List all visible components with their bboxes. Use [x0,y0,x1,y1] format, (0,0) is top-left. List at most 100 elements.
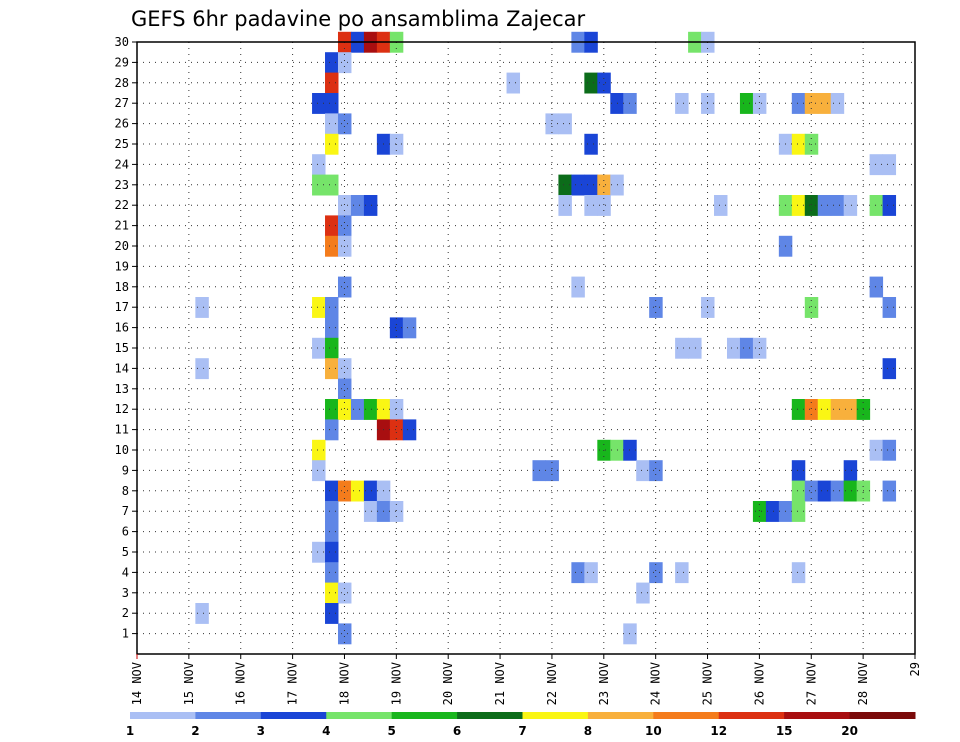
heatmap-cell [325,541,339,563]
heatmap-cell [597,72,611,94]
heatmap-cell [752,501,767,522]
heatmap-cell [402,317,417,339]
colorbar-segment [587,712,654,719]
heatmap-cell [584,562,598,584]
heatmap-cell [882,358,897,380]
colorbar-label: 10 [645,724,662,738]
heatmap-cell [675,562,689,584]
x-tick-label: 21 NOV [493,662,507,705]
y-tick-label: 13 [115,382,129,396]
heatmap-cell [752,93,767,114]
y-tick-label: 21 [115,219,129,233]
y-tick-label: 3 [122,586,129,600]
heatmap-cell [649,297,663,318]
y-tick-label: 30 [115,35,129,49]
heatmap-cell [545,113,559,135]
y-tick-label: 25 [115,137,129,151]
heatmap-cell [843,399,858,420]
colorbar-label: 7 [518,724,526,738]
heatmap-cell [325,480,339,502]
heatmap-cell [791,195,806,216]
colorbar-label: 8 [584,724,592,738]
heatmap-cell [830,93,845,114]
colorbar-segment [653,712,720,719]
heatmap-cell [325,174,339,196]
x-tick-label: 17 NOV [286,662,300,705]
x-tick-label: 24 NOV [649,662,663,705]
heatmap-cell [312,174,326,196]
heatmap-cell [312,297,326,318]
heatmap-cell [325,501,339,522]
x-tick-label: 19 NOV [389,662,403,705]
x-tick-label: 15 NOV [182,662,196,705]
heatmap-cell [830,195,845,216]
heatmap-cell [325,603,339,624]
heatmap-cell [350,399,365,420]
colorbar-segment [326,712,393,719]
y-axis: 1234567891011121314151617181920212223242… [115,35,137,641]
heatmap-cell [325,72,339,94]
colorbar-segment [718,712,785,719]
heatmap-cell [649,562,663,584]
colorbar-label: 5 [387,724,395,738]
colorbar-label: 12 [710,724,727,738]
y-tick-label: 4 [122,565,129,579]
heatmap-cell [506,72,521,94]
colorbar: 1 2 3 4 5 6 7 8 10 12 15 20 [126,712,916,738]
heatmap-cell [325,133,339,155]
heatmap-cell [688,337,702,359]
heatmap-cell [325,297,339,318]
y-tick-label: 5 [122,545,129,559]
y-tick-label: 10 [115,443,129,457]
heatmap-cell [804,297,819,318]
colorbar-label: 1 [126,724,134,738]
colorbar-segment [784,712,851,719]
heatmap-cell [389,419,404,441]
y-tick-label: 1 [122,627,129,641]
y-tick-label: 24 [115,157,129,171]
heatmap-cell [312,154,326,176]
y-tick-label: 22 [115,198,129,212]
heatmap-cell [312,460,326,482]
colorbar-segment [849,712,916,719]
heatmap-cell [558,174,572,196]
heatmap-cell [584,174,598,196]
heatmap-cell [363,501,378,522]
heatmap-cell [869,154,884,176]
heatmap-cell [325,582,339,604]
y-tick-label: 28 [115,76,129,90]
x-tick-label: 18 NOV [337,662,351,705]
x-tick-label: 20 NOV [441,662,455,705]
heatmap-cell [791,480,806,502]
heatmap-cell [389,399,404,420]
heatmap-cell [882,195,897,216]
heatmap-cell [649,460,663,482]
x-tick-label: 14 NOV [130,662,144,705]
heatmap-cell [791,501,806,522]
colorbar-segment [260,712,327,719]
heatmap-cell [804,399,819,420]
x-tick-label: 26 NOV [752,662,766,705]
gridlines [137,42,915,654]
heatmap-cell [325,52,339,74]
heatmap-cell [312,541,326,563]
heatmap-cell [363,195,378,216]
heatmap-cell [312,337,326,359]
y-tick-label: 26 [115,117,129,131]
heatmap-cell [791,133,806,155]
heatmap-cell [195,603,209,624]
y-tick-label: 11 [115,423,129,437]
heatmap-cell [584,72,598,94]
heatmap-cell [571,562,585,584]
heatmap-cell [325,521,339,543]
heatmap-cell [195,297,209,318]
heatmap-cell [675,93,689,114]
colorbar-label: 3 [257,724,265,738]
heatmap-cell [545,460,559,482]
x-axis: 14 NOV 15 NOV 16 NOV 17 NOV 18 NOV 19 NOV 20 N… [130,654,922,705]
y-tick-label: 7 [122,504,129,518]
heatmap-cell [325,399,339,420]
heatmap-cell [817,480,832,502]
heatmap-cell [791,399,806,420]
colorbar-label: 4 [322,724,330,738]
